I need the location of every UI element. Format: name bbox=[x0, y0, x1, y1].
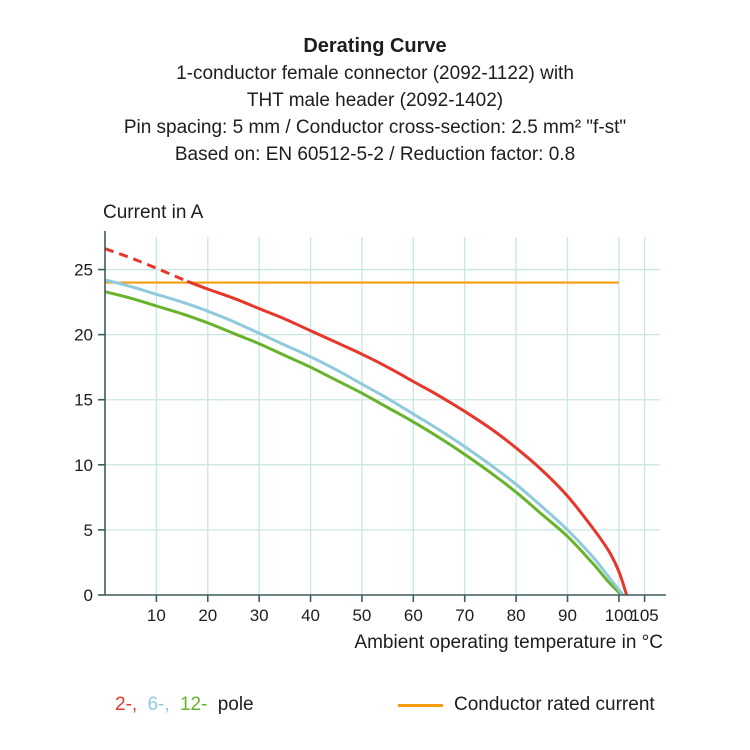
x-axis-caption: Ambient operating temperature in °C bbox=[354, 632, 663, 653]
svg-text:20: 20 bbox=[198, 606, 217, 625]
svg-text:70: 70 bbox=[455, 606, 474, 625]
2-pole-curve bbox=[186, 279, 629, 596]
svg-text:90: 90 bbox=[558, 606, 577, 625]
grid-lines bbox=[105, 237, 660, 595]
svg-text:100: 100 bbox=[605, 606, 633, 625]
svg-text:5: 5 bbox=[84, 521, 93, 540]
chart-header: Derating Curve 1-conductor female connec… bbox=[0, 33, 750, 168]
svg-text:80: 80 bbox=[507, 606, 526, 625]
svg-text:60: 60 bbox=[404, 606, 423, 625]
svg-text:105: 105 bbox=[630, 606, 658, 625]
svg-text:10: 10 bbox=[74, 456, 93, 475]
chart-subtitle-line-4: Based on: EN 60512-5-2 / Reduction facto… bbox=[174, 144, 576, 165]
svg-text:25: 25 bbox=[74, 261, 93, 280]
pole-legend: 2-, 6-, 12- pole bbox=[115, 694, 259, 716]
rated-current-legend: Conductor rated current bbox=[398, 694, 655, 716]
chart-subtitle-line-2: THT male header (2092-1402) bbox=[246, 90, 504, 111]
legend-2-pole-label: 2-, bbox=[115, 694, 138, 715]
y-axis-caption: Current in A bbox=[103, 202, 204, 223]
rated-current-line-swatch bbox=[398, 703, 443, 707]
legend-12-pole-label: 12- bbox=[179, 694, 208, 715]
axes bbox=[98, 231, 666, 602]
6-pole-curve bbox=[104, 278, 625, 596]
rated-current-label: Conductor rated current bbox=[454, 694, 655, 715]
chart-subtitle-line-1: 1-conductor female connector (2092-1122)… bbox=[176, 63, 574, 84]
svg-text:40: 40 bbox=[301, 606, 320, 625]
2-pole-curve-dashed bbox=[104, 247, 188, 283]
svg-text:15: 15 bbox=[74, 391, 93, 410]
svg-text:0: 0 bbox=[84, 586, 93, 605]
svg-text:50: 50 bbox=[352, 606, 371, 625]
legend-pole-suffix: pole bbox=[217, 694, 254, 715]
legend-6-pole-label: 6-, bbox=[147, 694, 170, 715]
chart-subtitle-line-3: Pin spacing: 5 mm / Conductor cross-sect… bbox=[123, 117, 627, 138]
chart-title: Derating Curve bbox=[303, 35, 447, 57]
svg-text:20: 20 bbox=[74, 326, 93, 345]
svg-text:10: 10 bbox=[147, 606, 166, 625]
legend: 2-, 6-, 12- pole Conductor rated current bbox=[0, 694, 750, 724]
svg-text:30: 30 bbox=[250, 606, 269, 625]
12-pole-curve bbox=[104, 290, 623, 596]
